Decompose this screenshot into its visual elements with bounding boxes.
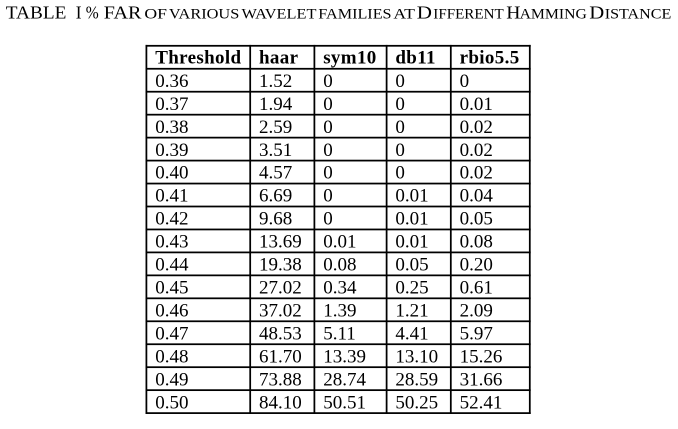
svg-text:0.61: 0.61 bbox=[460, 278, 493, 299]
svg-text:61.70: 61.70 bbox=[259, 346, 302, 367]
svg-text:sym10: sym10 bbox=[323, 47, 376, 68]
svg-text:0.01: 0.01 bbox=[395, 232, 428, 253]
svg-text:0.05: 0.05 bbox=[395, 255, 428, 276]
svg-text:2.59: 2.59 bbox=[259, 117, 292, 138]
svg-text:D: D bbox=[589, 3, 604, 23]
svg-text:FAR: FAR bbox=[104, 3, 142, 23]
svg-text:TABLE: TABLE bbox=[6, 3, 67, 23]
svg-text:0.44: 0.44 bbox=[155, 255, 189, 276]
svg-text:0.50: 0.50 bbox=[155, 392, 188, 413]
svg-text:0: 0 bbox=[323, 71, 333, 92]
svg-text:0.01: 0.01 bbox=[395, 209, 428, 230]
svg-text:0.08: 0.08 bbox=[323, 255, 356, 276]
svg-text:13.10: 13.10 bbox=[395, 346, 438, 367]
svg-text:0.04: 0.04 bbox=[460, 186, 494, 207]
svg-text:73.88: 73.88 bbox=[259, 369, 302, 390]
svg-text:0: 0 bbox=[460, 71, 470, 92]
svg-text:1.52: 1.52 bbox=[259, 71, 292, 92]
svg-text:84.10: 84.10 bbox=[259, 392, 302, 413]
svg-text:0.08: 0.08 bbox=[460, 232, 493, 253]
svg-text:AMMING: AMMING bbox=[520, 7, 587, 23]
svg-text:0.49: 0.49 bbox=[155, 369, 188, 390]
svg-text:WAVELET: WAVELET bbox=[242, 7, 317, 23]
svg-text:0.46: 0.46 bbox=[155, 300, 188, 321]
svg-text:19.38: 19.38 bbox=[259, 255, 302, 276]
svg-text:4.57: 4.57 bbox=[259, 163, 292, 184]
svg-text:13.39: 13.39 bbox=[323, 346, 366, 367]
svg-text:4.41: 4.41 bbox=[395, 323, 428, 344]
svg-text:0: 0 bbox=[395, 94, 405, 115]
svg-text:0: 0 bbox=[395, 71, 405, 92]
svg-text:0.37: 0.37 bbox=[155, 94, 188, 115]
svg-text:0.47: 0.47 bbox=[155, 323, 188, 344]
svg-text:0.02: 0.02 bbox=[460, 140, 493, 161]
svg-text:2.09: 2.09 bbox=[460, 300, 493, 321]
svg-text:3.51: 3.51 bbox=[259, 140, 292, 161]
svg-text:1.39: 1.39 bbox=[323, 300, 356, 321]
svg-text:28.59: 28.59 bbox=[395, 369, 438, 390]
svg-text:48.53: 48.53 bbox=[259, 323, 302, 344]
svg-text:0.02: 0.02 bbox=[460, 163, 493, 184]
svg-text:1.21: 1.21 bbox=[395, 300, 428, 321]
svg-text:0.05: 0.05 bbox=[460, 209, 493, 230]
svg-text:1.94: 1.94 bbox=[259, 94, 293, 115]
svg-text:0.42: 0.42 bbox=[155, 209, 188, 230]
svg-text:0.01: 0.01 bbox=[323, 232, 356, 253]
svg-text:0: 0 bbox=[395, 117, 405, 138]
svg-text:0: 0 bbox=[323, 140, 333, 161]
svg-text:52.41: 52.41 bbox=[460, 392, 503, 413]
svg-text:0.01: 0.01 bbox=[460, 94, 493, 115]
svg-text:5.97: 5.97 bbox=[460, 323, 493, 344]
svg-text:15.26: 15.26 bbox=[460, 346, 503, 367]
svg-text:31.66: 31.66 bbox=[460, 369, 503, 390]
svg-text:0.34: 0.34 bbox=[323, 278, 357, 299]
svg-text:0.40: 0.40 bbox=[155, 163, 188, 184]
svg-text:0.36: 0.36 bbox=[155, 71, 188, 92]
svg-text:IFFERENT: IFFERENT bbox=[433, 7, 504, 23]
svg-text:5.11: 5.11 bbox=[323, 323, 356, 344]
svg-text:9.68: 9.68 bbox=[259, 209, 292, 230]
svg-text:FAMILIES: FAMILIES bbox=[318, 7, 391, 23]
svg-text:27.02: 27.02 bbox=[259, 278, 302, 299]
svg-text:I: I bbox=[76, 3, 82, 23]
svg-text:0: 0 bbox=[323, 94, 333, 115]
svg-text:ISTANCE: ISTANCE bbox=[605, 7, 672, 23]
svg-text:28.74: 28.74 bbox=[323, 369, 366, 390]
svg-text:Threshold: Threshold bbox=[155, 47, 241, 68]
svg-text:0: 0 bbox=[323, 186, 333, 207]
svg-text:0.43: 0.43 bbox=[155, 232, 188, 253]
svg-text:6.69: 6.69 bbox=[259, 186, 292, 207]
svg-text:0.39: 0.39 bbox=[155, 140, 188, 161]
svg-text:OF: OF bbox=[144, 7, 167, 23]
svg-text:rbio5.5: rbio5.5 bbox=[460, 47, 520, 68]
svg-text:haar: haar bbox=[259, 47, 299, 68]
svg-text:0.20: 0.20 bbox=[460, 255, 493, 276]
svg-text:0.48: 0.48 bbox=[155, 346, 188, 367]
svg-text:50.25: 50.25 bbox=[395, 392, 438, 413]
svg-text:0.02: 0.02 bbox=[460, 117, 493, 138]
svg-text:AT: AT bbox=[393, 7, 415, 23]
svg-text:%: % bbox=[86, 3, 99, 23]
svg-text:H: H bbox=[506, 3, 520, 23]
svg-text:0: 0 bbox=[323, 117, 333, 138]
svg-text:0: 0 bbox=[395, 163, 405, 184]
svg-text:0: 0 bbox=[323, 209, 333, 230]
svg-text:0.01: 0.01 bbox=[395, 186, 428, 207]
svg-text:0.45: 0.45 bbox=[155, 278, 188, 299]
svg-text:0.25: 0.25 bbox=[395, 278, 428, 299]
svg-text:0: 0 bbox=[395, 140, 405, 161]
svg-text:0.41: 0.41 bbox=[155, 186, 188, 207]
svg-text:37.02: 37.02 bbox=[259, 300, 302, 321]
svg-text:VARIOUS: VARIOUS bbox=[169, 7, 239, 23]
svg-text:0: 0 bbox=[323, 163, 333, 184]
svg-text:D: D bbox=[417, 3, 432, 23]
svg-text:db11: db11 bbox=[395, 47, 436, 68]
svg-text:50.51: 50.51 bbox=[323, 392, 366, 413]
svg-text:0.38: 0.38 bbox=[155, 117, 188, 138]
svg-text:13.69: 13.69 bbox=[259, 232, 302, 253]
